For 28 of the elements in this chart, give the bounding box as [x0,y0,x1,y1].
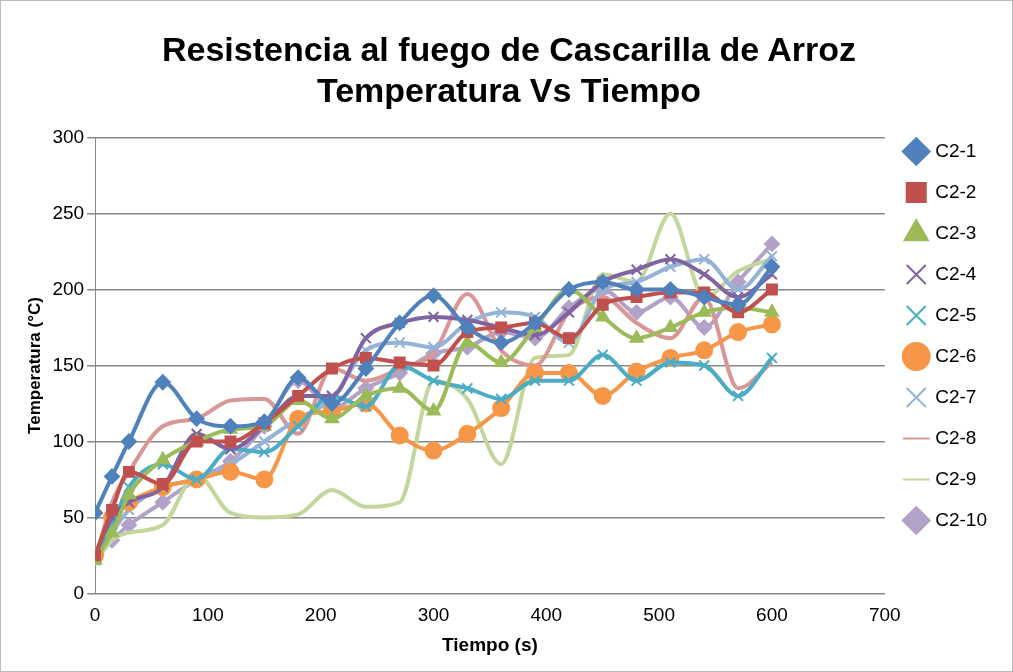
x-tick-label: 500 [643,604,675,626]
y-tick-label: 50 [62,505,85,527]
legend-label: C2-10 [935,508,987,530]
legend-label: C2-2 [935,180,977,202]
legend-label: C2-5 [935,303,977,325]
y-tick-label: 100 [52,429,85,451]
legend-label: C2-8 [935,426,977,448]
legend-label: C2-1 [935,139,977,161]
y-tick-label: 300 [52,125,85,147]
legend-label: C2-9 [935,467,977,489]
x-axis-title: Tiempo (s) [442,633,538,655]
x-tick-label: 300 [417,604,450,626]
x-tick-label: 200 [304,604,337,626]
x-tick-label: 700 [868,604,901,626]
y-tick-label: 250 [52,201,85,223]
legend-label: C2-3 [935,221,977,243]
x-tick-label: 0 [89,604,101,626]
x-tick-label: 600 [756,604,788,626]
x-tick-label: 100 [192,604,224,626]
y-tick-label: 200 [52,277,85,299]
legend-label: C2-4 [935,262,977,284]
x-tick-label: 400 [530,604,563,626]
y-tick-label: 150 [52,353,85,375]
y-tick-label: 0 [73,581,85,603]
legend-label: C2-7 [935,385,977,407]
legend-label: C2-6 [935,344,977,366]
chart-title: Resistencia al fuego de Cascarilla de Arroz Temperatura Vs Tiempo [161,29,857,109]
y-axis-title: Temperatura (°C) [24,297,44,434]
